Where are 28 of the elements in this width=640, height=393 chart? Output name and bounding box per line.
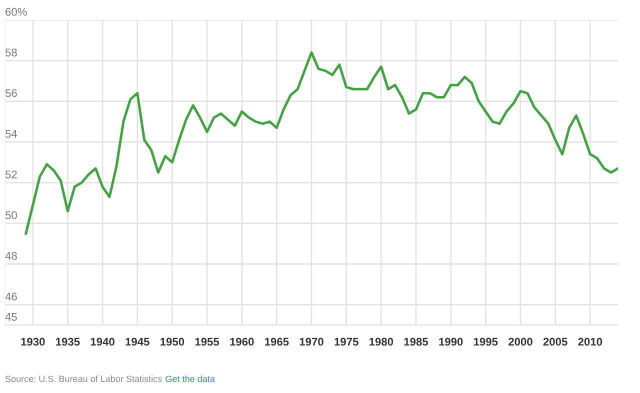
y-tick-label: 45 (5, 313, 17, 321)
x-tick-label: 1970 (300, 338, 324, 346)
y-tick-label: 50 (5, 211, 17, 220)
x-tick-label: 1990 (439, 338, 463, 346)
y-tick-label: 54 (5, 130, 18, 138)
text: Get the data (166, 375, 215, 382)
x-tick-label: 1965 (265, 338, 289, 346)
y-tick-label: 46 (5, 292, 17, 300)
x-tick-label: 2005 (543, 338, 568, 346)
x-tick-label: 1935 (56, 338, 80, 346)
x-tick-label: 1985 (404, 338, 428, 346)
x-tick-label: 1960 (230, 338, 254, 346)
x-tick-label: 2000 (508, 338, 532, 346)
x-tick-label: 1930 (21, 338, 45, 346)
x-tick-label: 1955 (195, 338, 220, 346)
y-tick-label: 60% (6, 8, 27, 16)
x-tick-label: 1945 (126, 338, 150, 346)
source-note: Source: U.S. Bureau of Labor Statistics (5, 375, 162, 382)
y-tick-label: 52 (5, 170, 17, 178)
y-tick-label: 58 (5, 48, 17, 56)
y-tick-label: 48 (5, 252, 17, 260)
x-tick-label: 1975 (334, 338, 358, 346)
y-tick-label: 56 (5, 89, 17, 98)
x-tick-label: 1940 (90, 338, 114, 346)
x-tick-label: 1950 (160, 338, 184, 346)
x-tick-label: 1980 (370, 338, 394, 346)
x-tick-label: 1995 (474, 338, 498, 346)
x-tick-label: 2010 (578, 338, 602, 346)
